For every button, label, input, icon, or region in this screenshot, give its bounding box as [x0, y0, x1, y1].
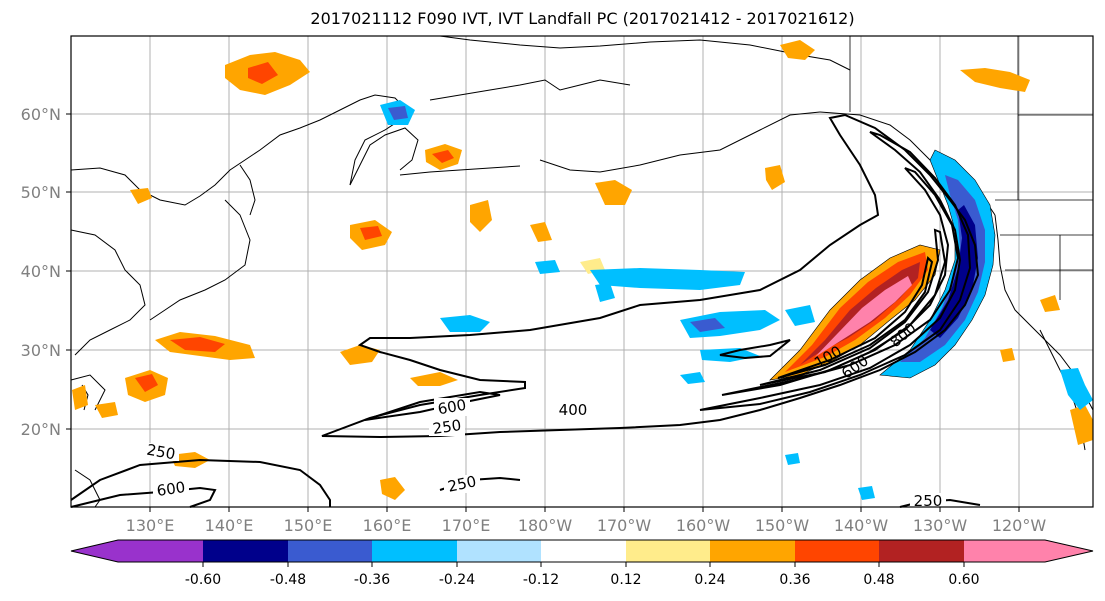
- colorbar-outline: [70, 539, 1094, 563]
- lon-label: 130°W: [913, 516, 968, 535]
- lon-label: 140°E: [205, 516, 254, 535]
- colorbar-segment: [795, 540, 879, 562]
- lat-label-50n: 50°N: [21, 183, 61, 202]
- colorbar-segment: [964, 540, 1045, 562]
- colorbar-label: 0.48: [863, 572, 894, 588]
- lat-label-20n: 20°N: [21, 420, 61, 439]
- contour-label: 600: [156, 478, 187, 500]
- colorbar-segment: [372, 540, 457, 562]
- colorbar-segment: [541, 540, 626, 562]
- colorbar-label: 0.60: [948, 572, 979, 588]
- lon-label: 140°W: [834, 516, 889, 535]
- contour-labels: 250 600 400 600 250 250 250 100 600 800: [143, 319, 946, 510]
- colorbar-label: -0.36: [354, 572, 390, 588]
- colorbar-label: 0.12: [610, 572, 641, 588]
- colorbar-segment: [457, 540, 541, 562]
- lon-label: 130°E: [126, 516, 175, 535]
- lon-label: 170°W: [597, 516, 652, 535]
- colorbar-label: 0.36: [779, 572, 810, 588]
- colorbar-segment: [879, 540, 964, 562]
- political-boundaries: [849, 36, 1093, 300]
- contour-label: 250: [914, 492, 943, 510]
- lon-label: 160°W: [676, 516, 731, 535]
- colorbar-label: -0.60: [185, 572, 221, 588]
- lat-label-60n: 60°N: [21, 105, 61, 124]
- colorbar-extend-high: [1045, 540, 1093, 562]
- lon-label: 170°E: [442, 516, 491, 535]
- colorbar-segments: [71, 540, 1093, 562]
- ivt-contours: [70, 113, 981, 508]
- negative-shading: [380, 100, 1093, 500]
- colorbar-label: -0.12: [523, 572, 559, 588]
- contour-label: 600: [436, 396, 467, 419]
- colorbar-extend-low: [71, 540, 118, 562]
- lon-label: 180°W: [518, 516, 573, 535]
- positive-shading: [72, 40, 1093, 500]
- colorbar-label: 0.24: [694, 572, 725, 588]
- lon-label: 150°W: [755, 516, 810, 535]
- colorbar-segment: [203, 540, 288, 562]
- colorbar-segment: [288, 540, 372, 562]
- latitude-labels: 60°N 50°N 40°N 30°N 20°N: [21, 105, 61, 439]
- colorbar-label: -0.48: [270, 572, 306, 588]
- contour-label: 250: [432, 416, 463, 438]
- colorbar-segment: [626, 540, 710, 562]
- lat-label-30n: 30°N: [21, 341, 61, 360]
- colorbar-label: -0.24: [439, 572, 475, 588]
- lon-label: 150°E: [284, 516, 333, 535]
- colorbar: -0.60 -0.48 -0.36 -0.24 -0.12 0.12 0.24 …: [70, 539, 1094, 588]
- axis-ticks: [66, 113, 1020, 512]
- lon-label: 120°W: [992, 516, 1047, 535]
- map-title: 2017021112 F090 IVT, IVT Landfall PC (20…: [310, 9, 855, 28]
- lon-label: 160°E: [363, 516, 412, 535]
- longitude-labels: 130°E 140°E 150°E 160°E 170°E 180°W 170°…: [126, 516, 1047, 535]
- contour-label: 400: [559, 401, 588, 419]
- contour-label: 250: [145, 441, 176, 464]
- colorbar-ticks: [202, 562, 965, 567]
- contour-label: 250: [446, 472, 478, 496]
- colorbar-segment: [118, 540, 203, 562]
- colorbar-segment: [710, 540, 795, 562]
- coastlines: [70, 35, 1094, 508]
- colorbar-labels: -0.60 -0.48 -0.36 -0.24 -0.12 0.12 0.24 …: [185, 572, 980, 588]
- lat-label-40n: 40°N: [21, 262, 61, 281]
